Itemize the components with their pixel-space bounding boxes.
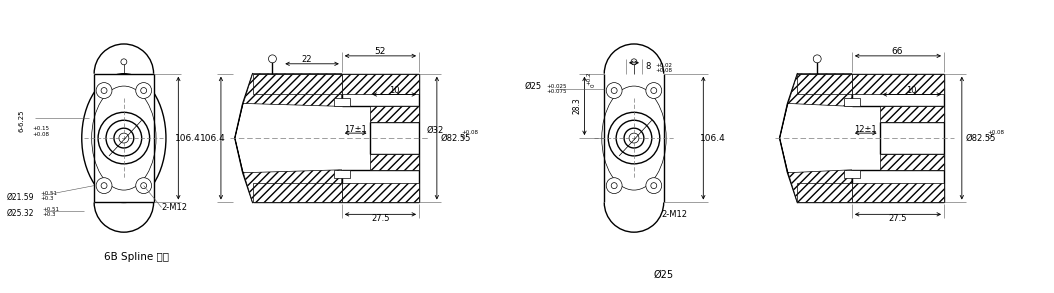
Text: +0.08: +0.08 (988, 130, 1004, 135)
Text: 6B Spline 花键: 6B Spline 花键 (104, 252, 169, 262)
Polygon shape (780, 138, 852, 202)
Circle shape (650, 183, 657, 189)
Circle shape (121, 59, 126, 65)
Text: +0.02: +0.02 (656, 63, 672, 68)
Bar (844, 98, 860, 106)
Circle shape (624, 128, 644, 148)
Text: +0.51: +0.51 (42, 207, 60, 212)
Text: +0.2: +0.2 (586, 72, 591, 85)
Circle shape (140, 88, 147, 93)
Text: 2-M12: 2-M12 (161, 203, 188, 212)
Circle shape (606, 178, 622, 194)
Circle shape (96, 178, 112, 194)
Bar (334, 170, 350, 178)
Text: +0.3: +0.3 (41, 196, 54, 201)
Bar (370, 106, 419, 122)
Bar (798, 74, 852, 93)
Bar (852, 183, 944, 202)
Bar (880, 154, 944, 170)
Text: 28.3: 28.3 (572, 97, 581, 114)
Circle shape (646, 83, 662, 98)
Circle shape (611, 88, 618, 93)
Text: 106.4: 106.4 (700, 134, 726, 143)
Text: 0: 0 (462, 134, 465, 139)
Circle shape (608, 112, 660, 164)
Text: Ø82.55: Ø82.55 (965, 134, 996, 143)
Circle shape (650, 88, 657, 93)
Text: +0.08: +0.08 (33, 132, 50, 137)
Text: Ø25.32: Ø25.32 (7, 209, 35, 218)
Polygon shape (780, 74, 852, 138)
Text: Ø25: Ø25 (525, 82, 542, 91)
Text: 10: 10 (389, 86, 399, 95)
Circle shape (631, 59, 637, 65)
Text: 8: 8 (646, 62, 651, 71)
Text: +0.075: +0.075 (547, 89, 567, 94)
Circle shape (646, 178, 662, 194)
Text: Ø25: Ø25 (653, 270, 674, 280)
Text: 12±1: 12±1 (855, 125, 877, 134)
Text: 106.4: 106.4 (200, 134, 226, 143)
Bar (852, 74, 944, 93)
Circle shape (606, 83, 622, 98)
Bar (341, 74, 419, 93)
Circle shape (629, 133, 639, 143)
Bar (370, 154, 419, 170)
Ellipse shape (92, 86, 156, 190)
Circle shape (617, 120, 651, 156)
Circle shape (96, 83, 112, 98)
Circle shape (101, 88, 108, 93)
Text: 66: 66 (892, 47, 903, 57)
Text: 10: 10 (906, 86, 917, 95)
Bar (334, 98, 350, 106)
Text: 0: 0 (590, 84, 596, 87)
Circle shape (136, 178, 152, 194)
Text: 27.5: 27.5 (889, 214, 906, 223)
Text: 52: 52 (375, 47, 386, 57)
Circle shape (136, 83, 152, 98)
Circle shape (119, 133, 129, 143)
Text: 2-M12: 2-M12 (662, 210, 687, 219)
Circle shape (269, 55, 276, 63)
Bar (880, 106, 944, 122)
Text: 0: 0 (988, 134, 991, 139)
Bar (604, 74, 664, 202)
Ellipse shape (82, 74, 165, 202)
Polygon shape (235, 138, 341, 202)
Text: +0.51: +0.51 (41, 191, 58, 196)
Bar (341, 183, 419, 202)
Bar (844, 170, 860, 178)
Text: +0.15: +0.15 (33, 126, 50, 131)
Text: 6-6.25: 6-6.25 (19, 109, 25, 132)
Circle shape (98, 112, 150, 164)
Text: 17±1: 17±1 (345, 125, 367, 134)
Text: 27.5: 27.5 (371, 214, 390, 223)
Text: Ø21.59: Ø21.59 (7, 193, 35, 202)
Bar (798, 183, 852, 202)
Text: 106.4: 106.4 (175, 134, 201, 143)
Text: Ø32: Ø32 (427, 126, 444, 135)
Circle shape (611, 183, 618, 189)
Circle shape (114, 128, 134, 148)
Polygon shape (235, 74, 341, 138)
Text: +0.08: +0.08 (656, 68, 672, 73)
Text: +0.3: +0.3 (42, 212, 56, 217)
Text: 22: 22 (301, 55, 312, 64)
Circle shape (140, 183, 147, 189)
Text: Ø82.55: Ø82.55 (441, 134, 471, 143)
Circle shape (101, 183, 108, 189)
Bar (94, 74, 154, 202)
Text: +0.08: +0.08 (462, 130, 479, 135)
Circle shape (106, 120, 141, 156)
Bar (253, 183, 341, 202)
Bar (253, 74, 341, 93)
Circle shape (814, 55, 821, 63)
Ellipse shape (602, 86, 666, 190)
Text: +0.025: +0.025 (547, 84, 567, 89)
